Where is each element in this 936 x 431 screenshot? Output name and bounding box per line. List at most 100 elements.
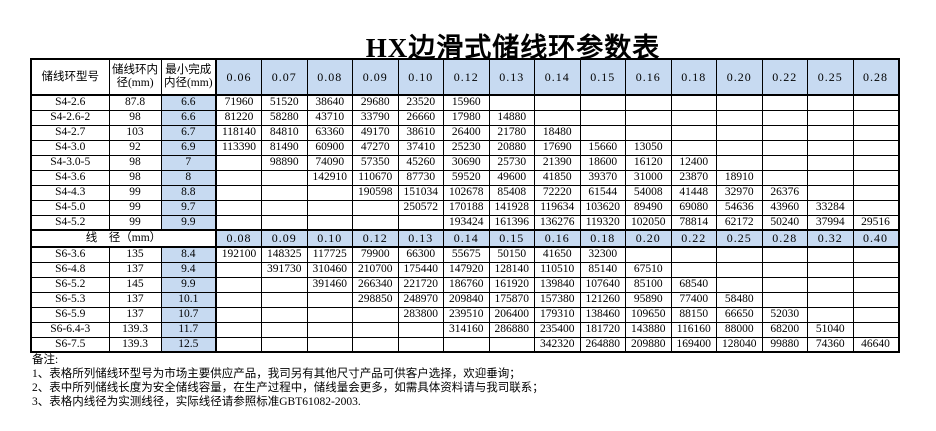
cell-capacity: 314160 bbox=[443, 321, 490, 338]
cell-model: S6-5.2 bbox=[30, 276, 110, 293]
wire-diameter-separator-label: 线 径（mm） bbox=[30, 229, 217, 248]
cell-capacity: 69080 bbox=[670, 199, 717, 216]
cell-capacity: 79900 bbox=[352, 246, 399, 263]
cell-capacity bbox=[852, 276, 899, 293]
cell-capacity: 51040 bbox=[807, 321, 854, 338]
cell-capacity: 143880 bbox=[625, 321, 672, 338]
cell-model: S4-2.6 bbox=[30, 94, 110, 111]
cell-capacity bbox=[397, 336, 444, 353]
cell-inner-diameter: 98 bbox=[108, 169, 162, 186]
cell-capacity bbox=[352, 336, 399, 353]
cell-capacity: 95890 bbox=[625, 291, 672, 308]
cell-capacity bbox=[443, 336, 490, 353]
cell-capacity bbox=[488, 336, 535, 353]
cell-capacity: 128040 bbox=[716, 336, 763, 353]
cell-capacity: 49170 bbox=[352, 124, 399, 141]
cell-capacity bbox=[306, 199, 353, 216]
cell-capacity: 342320 bbox=[534, 336, 581, 353]
cell-capacity: 142910 bbox=[306, 169, 353, 186]
cell-capacity: 102050 bbox=[625, 214, 672, 231]
cell-capacity: 58280 bbox=[261, 109, 308, 126]
cell-capacity: 25730 bbox=[488, 154, 535, 171]
cell-capacity bbox=[215, 261, 262, 278]
cell-capacity: 41650 bbox=[534, 246, 581, 263]
col-header-wire-size: 0.12 bbox=[352, 229, 399, 248]
cell-capacity: 41850 bbox=[534, 169, 581, 186]
cell-capacity: 60900 bbox=[306, 139, 353, 156]
cell-capacity bbox=[852, 169, 899, 186]
col-header-wire-size: 0.13 bbox=[397, 229, 444, 248]
table-row: S6-5.2 145 9.9 391460 266340 221720 186760 1619… bbox=[30, 276, 899, 293]
cell-capacity bbox=[579, 124, 626, 141]
cell-capacity: 310460 bbox=[306, 261, 353, 278]
cell-inner-diameter: 139.3 bbox=[108, 321, 162, 338]
col-header-min-finished-diameter: 最小完成内径(mm) bbox=[160, 58, 217, 96]
cell-capacity: 62172 bbox=[716, 214, 763, 231]
table-row: S6-7.5 139.3 12.5 342320 264880 209880 169400 1… bbox=[30, 336, 899, 353]
col-header-wire-size: 0.12 bbox=[443, 58, 490, 96]
cell-capacity: 78814 bbox=[670, 214, 717, 231]
cell-capacity: 85408 bbox=[488, 184, 535, 201]
cell-capacity bbox=[625, 246, 672, 263]
col-header-wire-size: 0.32 bbox=[807, 229, 854, 248]
cell-capacity: 209880 bbox=[625, 336, 672, 353]
col-header-wire-size: 0.13 bbox=[488, 58, 535, 96]
cell-capacity: 38610 bbox=[397, 124, 444, 141]
cell-capacity: 66650 bbox=[716, 306, 763, 323]
cell-min-finished-diameter: 8.4 bbox=[160, 246, 217, 263]
cell-capacity: 151034 bbox=[397, 184, 444, 201]
cell-capacity bbox=[852, 246, 899, 263]
cell-capacity bbox=[761, 124, 808, 141]
cell-capacity bbox=[215, 214, 262, 231]
cell-model: S6-3.6 bbox=[30, 246, 110, 263]
table-row: S4-2.6-2 98 6.6 81220 58280 43710 33790 26660 17… bbox=[30, 109, 899, 126]
cell-capacity: 50240 bbox=[761, 214, 808, 231]
cell-capacity bbox=[215, 154, 262, 171]
cell-capacity: 209840 bbox=[443, 291, 490, 308]
table-row: S4-3.0 92 6.9 113390 81490 60900 47270 37410 252… bbox=[30, 139, 899, 156]
cell-capacity bbox=[215, 184, 262, 201]
cell-capacity: 136276 bbox=[534, 214, 581, 231]
cell-capacity bbox=[261, 321, 308, 338]
cell-capacity: 26660 bbox=[397, 109, 444, 126]
cell-capacity: 235400 bbox=[534, 321, 581, 338]
cell-capacity bbox=[761, 246, 808, 263]
cell-capacity bbox=[761, 154, 808, 171]
cell-capacity bbox=[397, 214, 444, 231]
table-row: S6-5.3 137 10.1 298850 248970 209840 175870 157… bbox=[30, 291, 899, 308]
cell-capacity bbox=[352, 306, 399, 323]
cell-capacity: 210700 bbox=[352, 261, 399, 278]
cell-capacity: 161396 bbox=[488, 214, 535, 231]
cell-inner-diameter: 87.8 bbox=[108, 94, 162, 111]
col-header-wire-size: 0.10 bbox=[397, 58, 444, 96]
cell-capacity: 52030 bbox=[761, 306, 808, 323]
cell-inner-diameter: 98 bbox=[108, 154, 162, 171]
cell-capacity bbox=[852, 139, 899, 156]
cell-capacity bbox=[807, 246, 854, 263]
cell-capacity bbox=[306, 336, 353, 353]
cell-capacity bbox=[306, 214, 353, 231]
cell-capacity: 248970 bbox=[397, 291, 444, 308]
col-header-wire-size: 0.40 bbox=[852, 229, 899, 248]
table-row: S4-2.6 87.8 6.6 71960 51520 38640 29680 23520 15… bbox=[30, 94, 899, 111]
col-header-model: 储线环型号 bbox=[30, 58, 110, 96]
cell-inner-diameter: 135 bbox=[108, 246, 162, 263]
cell-capacity bbox=[852, 109, 899, 126]
cell-capacity: 190598 bbox=[352, 184, 399, 201]
cell-capacity: 119320 bbox=[579, 214, 626, 231]
cell-model: S6-5.9 bbox=[30, 306, 110, 323]
cell-capacity bbox=[852, 321, 899, 338]
note-item: 3、表格内线径为实测线径，实际线径请参照标准GBT61082-2003. bbox=[32, 396, 361, 408]
cell-capacity bbox=[261, 184, 308, 201]
cell-capacity bbox=[670, 261, 717, 278]
cell-capacity bbox=[306, 306, 353, 323]
notes: 备注: 1、表格所列储线环型号为市场主要供应产品，我司另有其他尺寸产品可供客户选… bbox=[32, 353, 544, 409]
cell-capacity: 192100 bbox=[215, 246, 262, 263]
cell-capacity: 21780 bbox=[488, 124, 535, 141]
cell-capacity: 179310 bbox=[534, 306, 581, 323]
cell-capacity: 68200 bbox=[761, 321, 808, 338]
cell-capacity: 113390 bbox=[215, 139, 262, 156]
cell-capacity: 103620 bbox=[579, 199, 626, 216]
cell-capacity: 17980 bbox=[443, 109, 490, 126]
cell-model: S4-3.6 bbox=[30, 169, 110, 186]
